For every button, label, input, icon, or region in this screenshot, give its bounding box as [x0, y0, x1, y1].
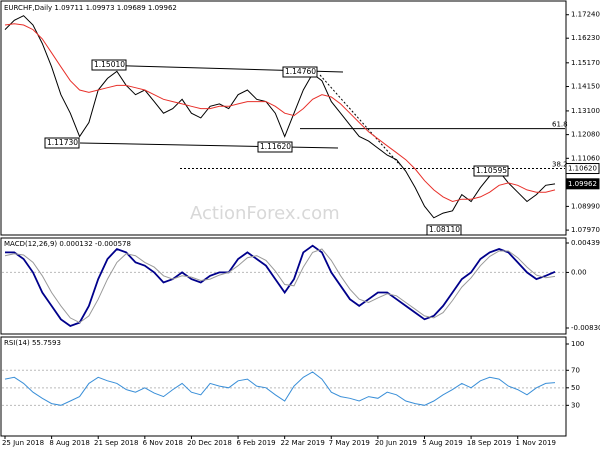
- annotation-box: [426, 224, 462, 236]
- series-line: [4, 15, 556, 219]
- annotation-box: [473, 165, 509, 177]
- annotation: 1.08110: [429, 225, 460, 234]
- main-panel: [0, 0, 567, 236]
- annotation: 1.11730: [47, 138, 78, 147]
- fib-label: 61.8: [552, 121, 568, 129]
- price-tag: [565, 178, 600, 190]
- y-tick-label: 30: [571, 401, 580, 409]
- series-line: [4, 23, 556, 203]
- annotation: 1.10595: [476, 166, 507, 175]
- x-tick-label: 6 Nov 2018: [143, 439, 183, 447]
- y-tick-label: -0.008306: [571, 324, 600, 332]
- y-tick-label: 1.08990: [571, 202, 600, 210]
- fib-label: 38.2: [552, 161, 568, 169]
- series-line: [4, 371, 556, 406]
- y-tick-label: 1.16230: [571, 34, 600, 42]
- y-tick-label: 100: [571, 340, 584, 348]
- x-tick-label: 25 Jun 2018: [2, 439, 44, 447]
- y-tick-label: 0.00: [571, 268, 587, 276]
- x-tick-label: 6 Feb 2019: [236, 439, 275, 447]
- x-tick-label: 18 Sep 2019: [467, 439, 511, 447]
- y-tick-label: 70: [571, 366, 580, 374]
- annotation-box: [91, 59, 127, 71]
- annotation-box: [44, 137, 80, 149]
- y-tick-label: 1.12080: [571, 131, 600, 139]
- price-tag-label: 1.10620: [568, 165, 597, 173]
- x-tick-label: 7 May 2019: [329, 439, 370, 447]
- x-tick-label: 5 Aug 2019: [422, 439, 462, 447]
- annotation: 1.14760: [285, 67, 316, 76]
- series-line: [4, 248, 556, 324]
- trendline: [319, 74, 401, 166]
- trendline: [79, 142, 339, 149]
- macd-title: MACD(12,26,9) 0.000132 -0.000578: [4, 240, 131, 248]
- annotation-box: [282, 66, 318, 78]
- y-tick-label: 1.14150: [571, 83, 600, 91]
- price-tag-label: 1.09962: [568, 180, 597, 188]
- macd-panel: [0, 237, 567, 335]
- x-tick-label: 21 Sep 2018: [94, 439, 138, 447]
- y-tick-label: 1.15170: [571, 59, 600, 67]
- price-tag: [565, 163, 600, 175]
- x-tick-label: 22 Mar 2019: [280, 439, 324, 447]
- annotation: 1.15010: [94, 60, 125, 69]
- x-tick-label: 1 Nov 2019: [516, 439, 556, 447]
- annotation: 1.11620: [260, 142, 291, 151]
- x-tick-label: 8 Aug 2018: [49, 439, 89, 447]
- x-tick-label: 20 Jun 2019: [375, 439, 417, 447]
- rsi-panel: [0, 336, 567, 437]
- x-tick-label: 20 Dec 2018: [187, 439, 232, 447]
- y-tick-label: 1.11060: [571, 154, 600, 162]
- watermark: ActionForex.com: [190, 203, 340, 224]
- annotation-box: [257, 141, 293, 153]
- y-tick-label: 1.13100: [571, 107, 600, 115]
- rsi-title: RSI(14) 55.7593: [4, 339, 61, 347]
- y-tick-label: 1.07970: [571, 226, 600, 234]
- y-tick-label: 50: [571, 384, 580, 392]
- y-tick-label: 0.004398: [571, 239, 600, 247]
- chart-title: EURCHF,Daily 1.09711 1.09973 1.09689 1.0…: [4, 4, 177, 12]
- y-tick-label: 1.17240: [571, 11, 600, 19]
- series-line: [5, 244, 556, 328]
